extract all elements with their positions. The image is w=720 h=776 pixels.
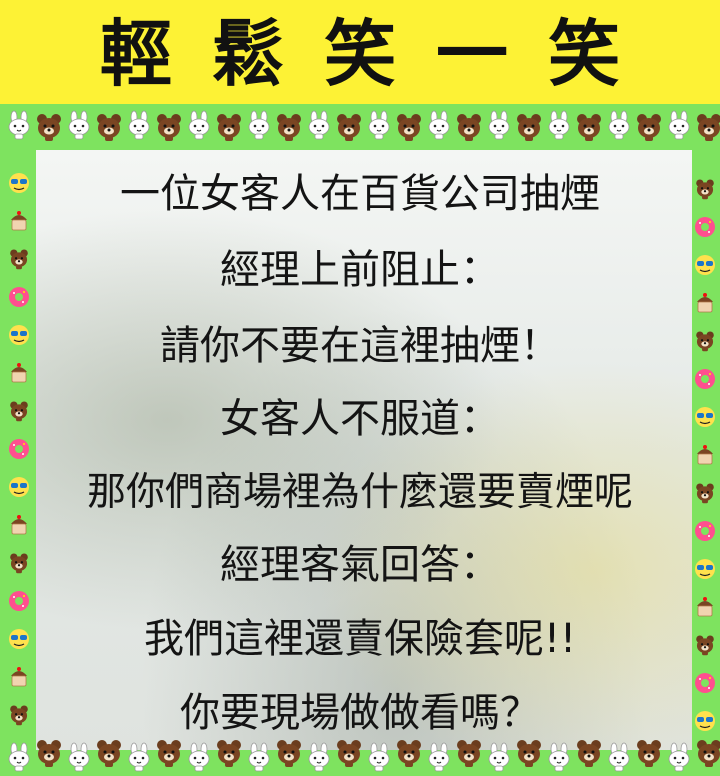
bear-icon [10, 401, 28, 422]
bear-icon [637, 114, 661, 141]
bear-icon [697, 740, 720, 767]
bear-icon [337, 114, 361, 141]
donut-icon [695, 521, 715, 541]
bunny-icon [188, 742, 210, 772]
bear-icon [517, 740, 541, 767]
bunny-icon [248, 742, 270, 772]
donut-icon [9, 439, 29, 459]
title-band: 輕鬆笑一笑 [0, 0, 720, 118]
bunny-icon [548, 742, 570, 772]
bunny-icon [488, 742, 510, 772]
bunny-icon [68, 742, 90, 772]
bear-icon [337, 740, 361, 767]
joke-line-3: 請你不要在這裡抽煙！ [160, 323, 560, 369]
bear-icon [10, 249, 28, 270]
joke-line-4: 女客人不服道： [220, 396, 500, 442]
bear-icon [10, 705, 28, 726]
bunny-icon [188, 110, 210, 140]
bunny-icon [308, 742, 330, 772]
bear-icon [457, 740, 481, 767]
bear-icon [217, 114, 241, 141]
bunny-icon [308, 110, 330, 140]
cupcake-icon [11, 667, 27, 687]
cupcake-icon [11, 363, 27, 383]
bunny-icon [548, 110, 570, 140]
bunny-icon [8, 742, 30, 772]
bear-icon [10, 553, 28, 574]
joke-line-1: 一位女客人在百貨公司抽煙 [120, 171, 600, 217]
bear-icon [37, 114, 61, 141]
text-panel [36, 150, 692, 750]
joke-line-8: 你要現場做做看嗎？ [180, 690, 540, 736]
page-title: 輕鬆笑一笑 [99, 11, 660, 96]
decorative-frame [0, 104, 720, 776]
bear-icon [577, 114, 601, 141]
joke-line-6: 經理客氣回答： [220, 542, 500, 588]
face-icon [695, 559, 715, 579]
cupcake-icon [11, 515, 27, 535]
joke-line-5: 那你們商場裡為什麼還要賣煙呢 [86, 470, 633, 515]
bear-icon [517, 114, 541, 141]
face-icon [9, 629, 29, 649]
bunny-icon [608, 110, 630, 140]
bear-icon [696, 179, 714, 200]
bunny-icon [488, 110, 510, 140]
donut-icon [695, 673, 715, 693]
bear-icon [696, 331, 714, 352]
bear-icon [157, 114, 181, 141]
bear-icon [157, 740, 181, 767]
bunny-icon [428, 742, 450, 772]
donut-icon [695, 217, 715, 237]
face-icon [695, 407, 715, 427]
cupcake-icon [11, 211, 27, 231]
bunny-icon [428, 110, 450, 140]
cupcake-icon [697, 445, 713, 465]
bunny-icon [368, 742, 390, 772]
bear-icon [696, 635, 714, 656]
bear-icon [577, 740, 601, 767]
bear-icon [277, 114, 301, 141]
bunny-icon [608, 742, 630, 772]
joke-line-7: 我們這裡還賣保險套呢!! [143, 616, 577, 662]
bear-icon [277, 740, 301, 767]
bunny-icon [668, 110, 690, 140]
bunny-icon [128, 742, 150, 772]
cupcake-icon [697, 597, 713, 617]
bunny-icon [8, 110, 30, 140]
bear-icon [697, 114, 720, 141]
cupcake-icon [697, 293, 713, 313]
bunny-icon [128, 110, 150, 140]
bear-icon [457, 114, 481, 141]
donut-icon [9, 287, 29, 307]
bear-icon [97, 740, 121, 767]
face-icon [9, 477, 29, 497]
bunny-icon [68, 110, 90, 140]
face-icon [695, 711, 715, 731]
bunny-icon [368, 110, 390, 140]
joke-line-2: 經理上前阻止： [220, 247, 500, 293]
bear-icon [97, 114, 121, 141]
face-icon [9, 325, 29, 345]
bear-icon [397, 740, 421, 767]
bunny-icon [668, 742, 690, 772]
bear-icon [217, 740, 241, 767]
face-icon [9, 173, 29, 193]
bunny-icon [248, 110, 270, 140]
bear-icon [696, 483, 714, 504]
face-icon [695, 255, 715, 275]
bear-icon [637, 740, 661, 767]
donut-icon [9, 591, 29, 611]
bear-icon [397, 114, 421, 141]
bear-icon [37, 740, 61, 767]
donut-icon [695, 369, 715, 389]
